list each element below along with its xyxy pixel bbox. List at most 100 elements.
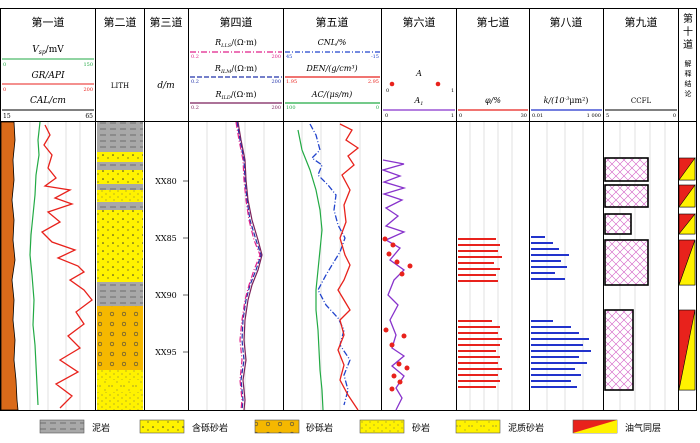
rild-curve [237,121,263,411]
track-dividers [0,8,697,411]
track5-title: 第五道 [316,15,349,29]
svg-text:1.95: 1.95 [286,79,297,85]
svg-text:道: 道 [683,38,693,51]
track9-title: 第九道 [625,15,658,29]
den-curve [337,123,360,411]
svg-text:0: 0 [385,113,388,119]
svg-text:解: 解 [685,59,692,68]
track5-curves [297,123,360,411]
rilm-curve [236,121,262,411]
legend-label-oil-gas-layer: 油气同层 [625,422,661,434]
depth-xx90: XX90 [155,291,177,300]
svg-text:2.95: 2.95 [368,79,379,85]
legend-label-argillaceous-sandstone: 泥质砂岩 [508,422,544,434]
track4-curves [235,121,263,411]
track1-curves [0,121,93,411]
rlls-curve [235,121,261,411]
track4-title: 第四道 [220,15,253,29]
vsp-unit: /mV [46,45,65,55]
k-bars [531,236,591,388]
legend-swatch-argillaceous-sandstone [455,419,501,434]
svg-text:1: 1 [451,113,454,119]
vsp-sub: sp [39,49,46,56]
svg-text:A: A [415,69,422,78]
svg-text:200: 200 [271,105,281,111]
depth-xx80: XX80 [155,177,177,186]
track6-header: A 0 1 A1 0 1 [383,69,455,119]
track5-header: CNL/% 45 -15 DEN/(g/cm³) 1.95 2.95 AC/(μ… [285,38,380,111]
svg-text:RILM/(Ω·m): RILM/(Ω·m) [214,64,257,75]
track1-title: 第一道 [32,15,65,29]
depth-ticks: XX80 XX85 XX90 XX95 [155,177,188,357]
gr-min: 0 [3,87,6,93]
cal-max: 65 [85,113,93,120]
ccfl-blocks [604,157,649,391]
svg-text:200: 200 [271,54,281,60]
lith-column [97,122,143,410]
track6-title: 第六道 [403,15,436,29]
depth-xx95: XX95 [155,348,177,357]
log-frame [0,8,697,411]
svg-text:AC/(μs/m): AC/(μs/m) [311,90,352,99]
track-titles: 第一道 第二道 第三道 第四道 第五道 第六道 第七道 第八道 第九道 [32,15,658,29]
svg-text:5: 5 [606,113,609,119]
svg-text:0: 0 [386,88,389,94]
legend-label-glutenite: 砂砾岩 [306,422,333,434]
a-points [382,236,413,392]
legend-label-pebbly-sandstone: 含砾砂岩 [192,422,228,434]
svg-text:0.2: 0.2 [191,79,199,85]
svg-text:Vsp/mV: Vsp/mV [32,45,64,56]
legend-swatch-sandstone [359,419,405,434]
vsp-min: 0 [3,62,6,68]
svg-text:A1: A1 [414,96,424,107]
lith-label: LITH [111,82,129,90]
svg-text:0.2: 0.2 [191,54,199,60]
svg-text:φ/%: φ/% [485,96,501,105]
svg-text:k/(10-3μm²): k/(10-3μm²) [544,96,589,105]
track789-header: φ/% 0 30 k/(10-3μm²) 0.01 1 000 CCFL 5 0 [458,96,677,119]
ac-curve [297,129,324,411]
depth-xx85: XX85 [155,234,177,243]
gr-label: GR/API [31,71,65,81]
track10-interp-label: 解 释 结 论 [685,59,692,98]
cal-min: 15 [3,113,11,120]
cal-curve [0,121,19,411]
legend-swatch-oil-gas-layer [572,419,618,434]
svg-text:45: 45 [286,54,292,60]
svg-text:200: 200 [271,79,281,85]
vsp-max: 150 [83,62,93,68]
lith-mudstone [97,122,143,152]
svg-text:释: 释 [685,70,692,78]
svg-text:1 000: 1 000 [587,113,601,119]
svg-text:DEN/(g/cm³): DEN/(g/cm³) [305,64,357,73]
interp-conclusion [678,157,696,391]
svg-text:CCFL: CCFL [631,97,652,105]
legend: 泥岩 含砾砂岩 砂砾岩 砂岩 泥质砂岩 油气同层 [39,419,661,434]
track-grid [29,122,666,410]
vsp-curve [29,121,41,406]
track1-header: Vsp/mV 0 150 GR/API 0 200 CAL/cm 15 65 [2,45,94,120]
track4-header: RLLS/(Ω·m) 0.2 200 RILM/(Ω·m) 0.2 200 RI… [190,38,282,111]
lith-glutenite [97,306,143,370]
phi-bars [458,238,502,388]
svg-text:-15: -15 [371,54,379,60]
cal-label: CAL/cm [30,96,66,106]
a1-curve [380,159,407,411]
cnl-curve [309,123,351,406]
svg-text:0: 0 [376,105,379,111]
track8-title: 第八道 [550,15,583,29]
track10-title: 第 十 道 [683,12,693,51]
svg-text:论: 论 [685,89,692,98]
svg-text:0: 0 [673,113,676,119]
depth-label: d/m [157,81,174,91]
track6-curves [380,159,413,411]
legend-label-mudstone: 泥岩 [92,422,110,434]
svg-text:0.2: 0.2 [191,105,199,111]
svg-text:RLLS/(Ω·m): RLLS/(Ω·m) [214,38,257,49]
svg-text:0.01: 0.01 [532,113,543,119]
legend-swatch-glutenite [254,419,300,434]
svg-text:30: 30 [521,113,527,119]
track7-title: 第七道 [477,15,510,29]
lith-pebbly-sandstone [97,210,143,282]
